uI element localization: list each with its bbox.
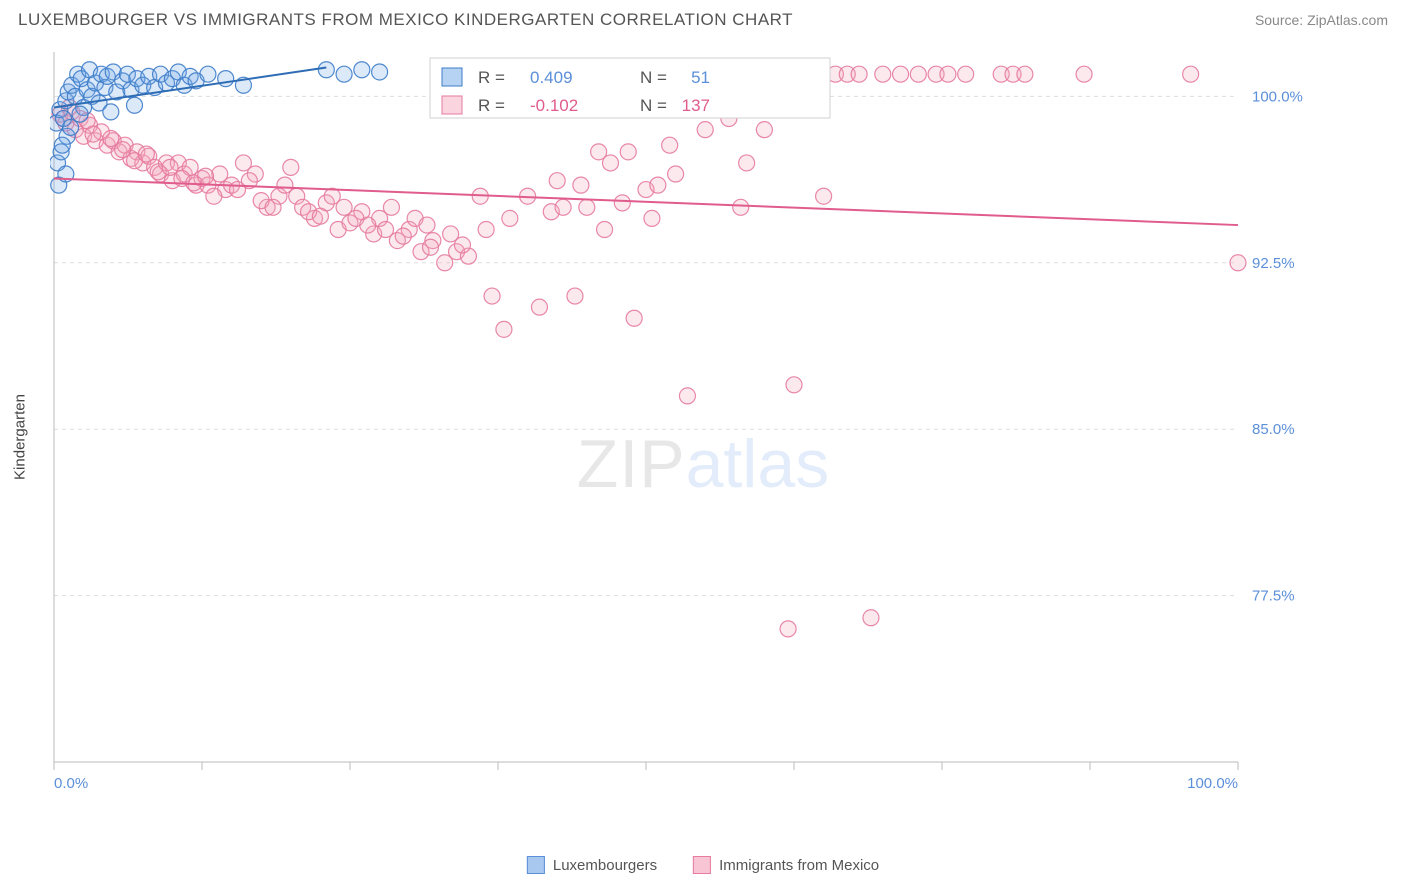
bottom-legend: Luxembourgers Immigrants from Mexico bbox=[527, 856, 879, 874]
svg-text:0.409: 0.409 bbox=[530, 68, 573, 87]
chart-area: Kindergarten 77.5%85.0%92.5%100.0%0.0%10… bbox=[50, 52, 1386, 822]
scatter-plot: 77.5% 85.0% 92.5% 100.0% 0.0% 100.0% R = 0.409 N… bbox=[50, 52, 1382, 822]
legend-swatch-blue bbox=[527, 856, 545, 874]
svg-text:R =: R = bbox=[478, 96, 505, 115]
legend-label-blue: Luxembourgers bbox=[553, 857, 657, 874]
header: LUXEMBOURGER VS IMMIGRANTS FROM MEXICO K… bbox=[0, 0, 1406, 36]
svg-text:100.0%: 100.0% bbox=[1187, 775, 1238, 792]
svg-text:51: 51 bbox=[691, 68, 710, 87]
svg-text:100.0%: 100.0% bbox=[1252, 88, 1303, 105]
legend-swatch-pink bbox=[693, 856, 711, 874]
svg-text:0.0%: 0.0% bbox=[54, 775, 88, 792]
legend-item-pink: Immigrants from Mexico bbox=[693, 856, 879, 874]
svg-text:N =: N = bbox=[640, 96, 667, 115]
legend-label-pink: Immigrants from Mexico bbox=[719, 857, 879, 874]
svg-text:-0.102: -0.102 bbox=[530, 96, 578, 115]
svg-text:77.5%: 77.5% bbox=[1252, 588, 1295, 605]
legend-item-blue: Luxembourgers bbox=[527, 856, 657, 874]
svg-text:N =: N = bbox=[640, 68, 667, 87]
svg-text:137: 137 bbox=[682, 96, 710, 115]
source-label: Source: ZipAtlas.com bbox=[1255, 12, 1388, 28]
chart-title: LUXEMBOURGER VS IMMIGRANTS FROM MEXICO K… bbox=[18, 10, 793, 30]
svg-text:R =: R = bbox=[478, 68, 505, 87]
y-axis-label: Kindergarten bbox=[12, 394, 29, 480]
svg-text:92.5%: 92.5% bbox=[1252, 255, 1295, 272]
svg-text:85.0%: 85.0% bbox=[1252, 421, 1295, 438]
